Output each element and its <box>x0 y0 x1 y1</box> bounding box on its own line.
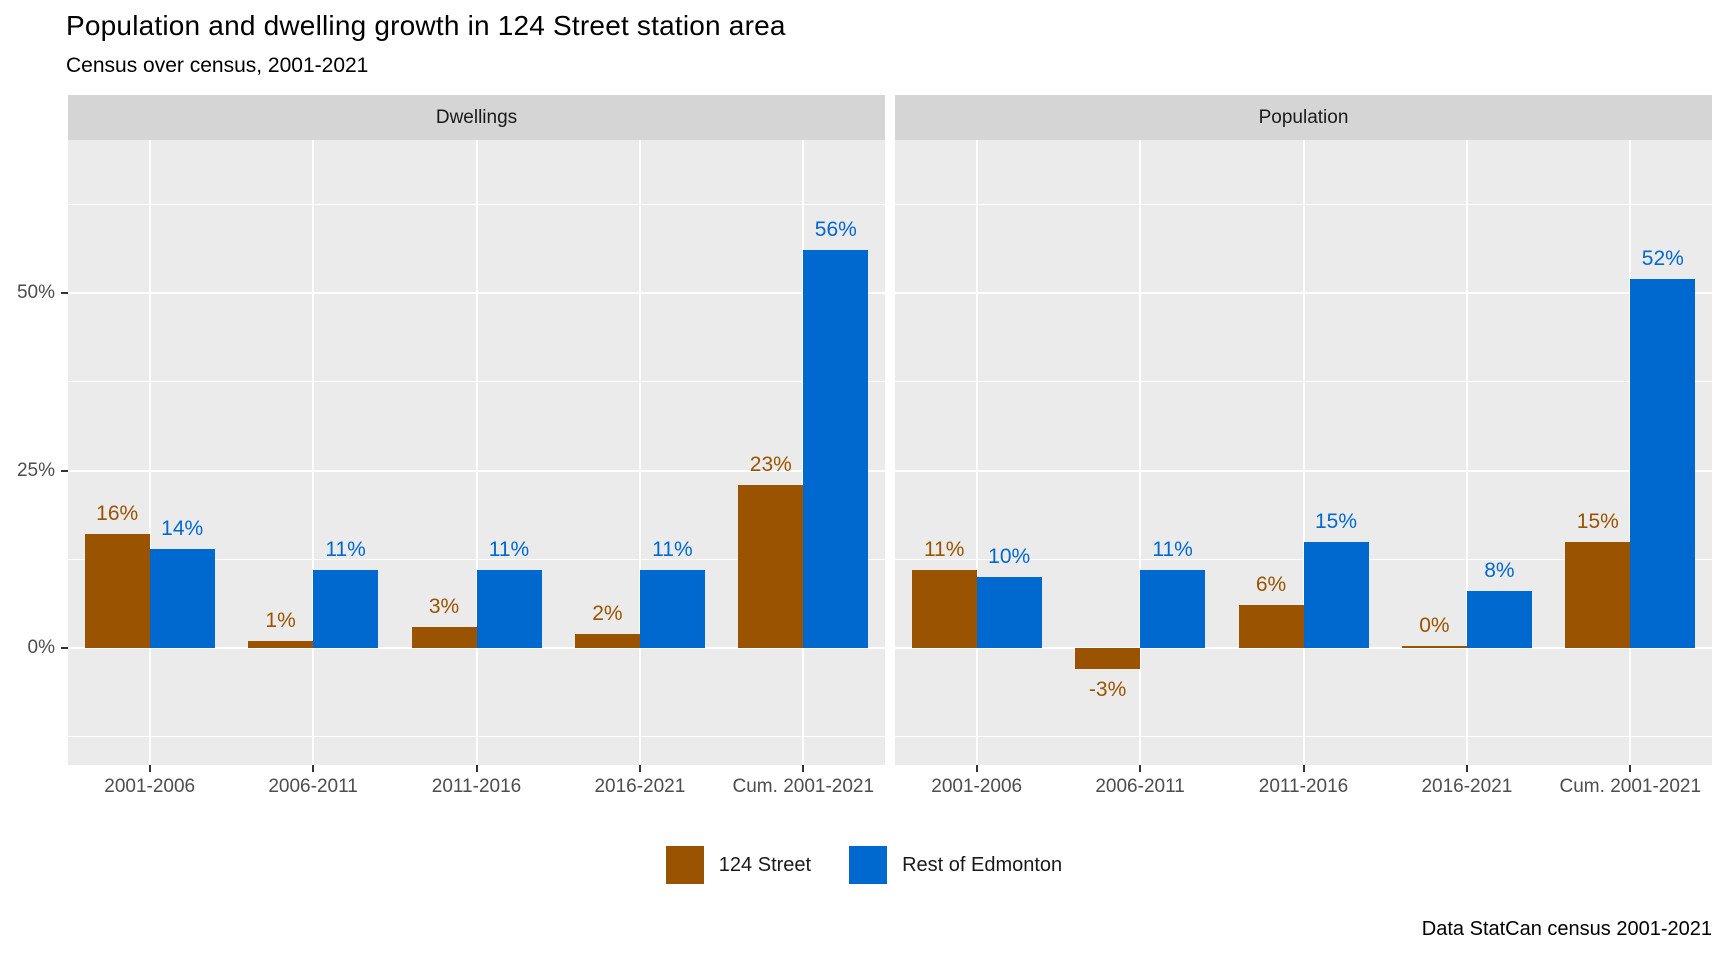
bar <box>1303 541 1369 648</box>
bar-value-label: 16% <box>96 502 139 526</box>
bar-value-label: 52% <box>1641 246 1684 270</box>
legend-label: Rest of Edmonton <box>902 854 1063 876</box>
y-axis-label: 50% <box>16 282 55 303</box>
bar-value-label: 23% <box>749 452 792 476</box>
bar-value-label: 14% <box>161 516 204 540</box>
bar <box>84 534 150 648</box>
bar <box>1140 569 1206 648</box>
bar-value-label: 11% <box>325 537 366 561</box>
bar <box>476 569 542 648</box>
x-axis-label: 2016-2021 <box>594 776 686 797</box>
bar-value-label: 11% <box>652 537 693 561</box>
x-axis-tick <box>1629 765 1632 772</box>
x-axis-label: 2006-2011 <box>268 776 358 797</box>
facet-strip: Dwellings <box>68 95 885 140</box>
bar-value-label: 0% <box>1419 614 1450 637</box>
bar <box>248 640 314 648</box>
x-axis-tick <box>802 765 805 772</box>
y-axis-label: 0% <box>27 637 55 658</box>
x-axis-tick <box>1465 765 1468 772</box>
x-axis-label: 2001-2006 <box>104 776 196 797</box>
x-axis-tick <box>1139 765 1142 772</box>
facet-strip-label: Dwellings <box>435 106 518 128</box>
facet-strip-label: Population <box>1258 106 1349 128</box>
chart-title: Population and dwelling growth in 124 St… <box>66 10 786 41</box>
bar-value-label: 15% <box>1314 509 1358 533</box>
x-axis-label: 2016-2021 <box>1421 776 1513 797</box>
bar-value-label: 11% <box>488 537 530 561</box>
bar-value-label: 15% <box>1576 509 1619 533</box>
x-axis-tick <box>475 765 478 772</box>
gridline-vertical <box>638 140 641 765</box>
facet-panel: 16% 1% 3% 2% 23% 14% 11% 11% 11% 56% <box>68 140 885 765</box>
bar <box>803 250 869 648</box>
chart-subtitle: Census over census, 2001-2021 <box>66 54 369 77</box>
gridline-vertical <box>475 140 478 765</box>
x-axis-tick <box>148 765 151 772</box>
bar <box>1565 541 1631 648</box>
bar <box>911 569 977 648</box>
gridline-vertical <box>1465 140 1468 765</box>
x-axis-tick <box>312 765 315 772</box>
bar-value-label: 10% <box>988 545 1031 568</box>
legend-label: 124 Street <box>718 854 812 876</box>
facet-strip: Population <box>895 95 1712 140</box>
y-axis-tick <box>61 647 68 649</box>
x-axis-label: Cum. 2001-2021 <box>1559 776 1702 797</box>
x-axis-label: 2011-2016 <box>431 776 522 797</box>
bar <box>574 633 640 648</box>
y-axis-label: 25% <box>16 459 55 481</box>
bar <box>1238 605 1304 648</box>
bar-value-label: 3% <box>428 594 460 618</box>
x-axis-tick <box>638 765 641 772</box>
legend-item: 124 Street <box>665 846 812 884</box>
bar <box>1075 648 1141 670</box>
bar <box>976 577 1042 648</box>
x-axis-label: 2006-2011 <box>1095 776 1185 797</box>
legend-swatch-rest-of-edmonton <box>849 846 888 884</box>
bar <box>639 569 705 648</box>
legend-swatch-124-street <box>665 846 704 884</box>
bar <box>738 484 804 648</box>
y-axis-tick <box>61 292 68 294</box>
bar <box>1401 646 1467 648</box>
bar-value-label: -3% <box>1088 678 1127 702</box>
gridline-vertical <box>148 140 151 765</box>
bar-value-label: 2% <box>592 601 623 625</box>
chart-caption: Data StatCan census 2001-2021 <box>1421 918 1712 940</box>
bar-value-label: 8% <box>1484 559 1515 583</box>
bar-value-label: 1% <box>265 608 296 632</box>
legend: 124 Street Rest of Edmonton <box>0 846 1728 884</box>
x-axis-label: 2001-2006 <box>931 776 1023 797</box>
bar <box>1630 278 1696 648</box>
bar <box>1466 591 1532 648</box>
bar-value-label: 56% <box>814 218 857 242</box>
legend-item: Rest of Edmonton <box>849 846 1062 884</box>
bar <box>411 626 477 648</box>
gridline-vertical <box>1139 140 1142 765</box>
gridline-vertical <box>1302 140 1305 765</box>
gridline-vertical <box>975 140 978 765</box>
bar-value-label: 6% <box>1255 573 1287 597</box>
x-axis-tick <box>1302 765 1305 772</box>
y-axis-tick <box>61 469 68 472</box>
bar-value-label: 11% <box>923 537 965 561</box>
facet-panel: 11% -3% 6% 0% 15% 10% 11% 15% 8% 52% <box>895 140 1712 765</box>
x-axis-tick <box>975 765 978 772</box>
bar <box>149 548 215 648</box>
x-axis-label: Cum. 2001-2021 <box>732 776 875 797</box>
x-axis-label: 2011-2016 <box>1258 776 1349 797</box>
bar <box>313 569 379 648</box>
bar-value-label: 11% <box>1152 537 1193 561</box>
gridline-vertical <box>312 140 315 765</box>
